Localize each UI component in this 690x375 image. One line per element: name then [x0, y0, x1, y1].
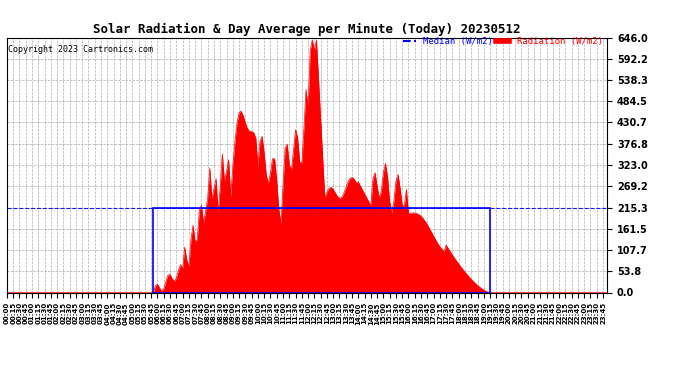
Title: Solar Radiation & Day Average per Minute (Today) 20230512: Solar Radiation & Day Average per Minute…	[93, 23, 521, 36]
Legend: Median (W/m2), Radiation (W/m2): Median (W/m2), Radiation (W/m2)	[402, 37, 602, 46]
Bar	[153, 207, 490, 292]
Text: Copyright 2023 Cartronics.com: Copyright 2023 Cartronics.com	[8, 45, 153, 54]
